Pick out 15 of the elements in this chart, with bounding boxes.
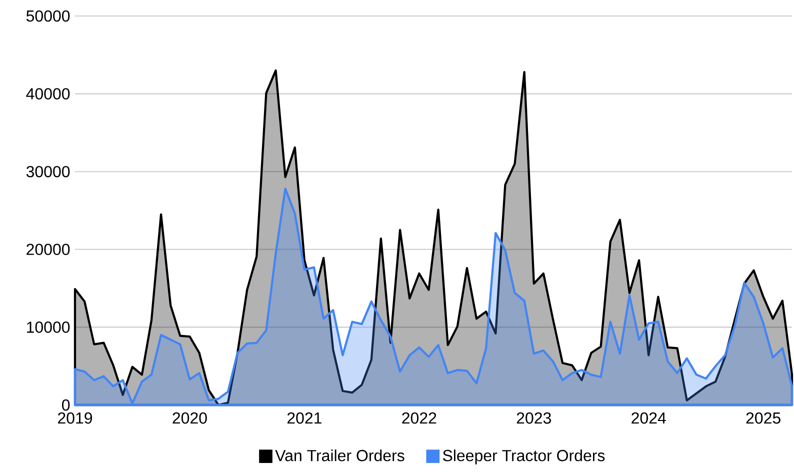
x-tick-label: 2025 (746, 412, 780, 424)
y-tick-label: 10000 (27, 322, 70, 333)
x-tick-label: 2020 (172, 412, 207, 424)
y-tick-label: 40000 (26, 88, 70, 100)
legend-label: Van Trailer Orders (275, 450, 404, 462)
y-tick-label: 20000 (26, 244, 70, 256)
y-tick-label: 0 (62, 399, 70, 411)
x-tick-label: 2019 (58, 412, 92, 424)
y-tick-label: 30000 (26, 166, 70, 178)
x-tick-label: 2024 (632, 412, 666, 424)
x-tick-label: 2021 (287, 412, 322, 424)
legend-label: Sleeper Tractor Orders (442, 450, 605, 464)
x-tick-label: 2023 (516, 412, 551, 424)
y-tick-label: 50000 (26, 10, 70, 22)
x-tick-label: 2022 (402, 412, 436, 424)
